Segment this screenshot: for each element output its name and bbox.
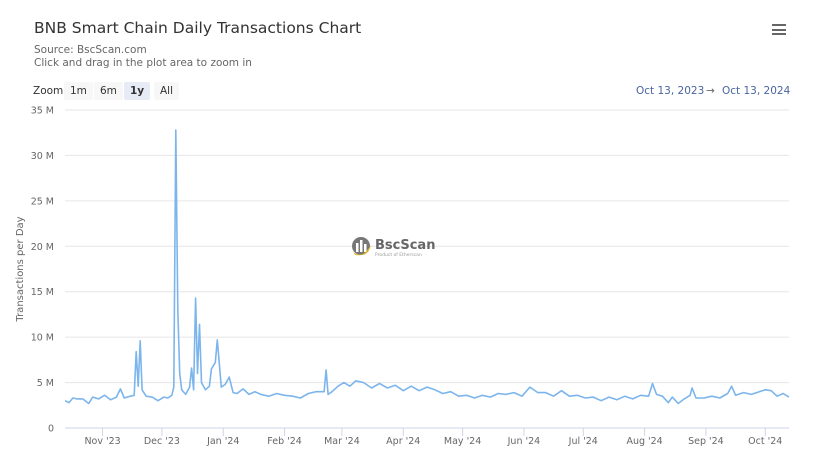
x-tick-label: Dec '23 <box>144 436 180 447</box>
x-tick-label: Mar '24 <box>324 436 360 447</box>
watermark-name: BscScan <box>375 238 435 253</box>
x-tick-label: Nov '23 <box>84 436 120 447</box>
x-tick-label: Jul '24 <box>568 436 598 447</box>
x-tick-label: Oct '24 <box>748 436 782 447</box>
range-arrow: → <box>706 85 715 97</box>
y-tick-label: 10 M <box>31 333 54 344</box>
y-tick-label: 25 M <box>31 196 54 207</box>
zoom-all-button[interactable]: All <box>154 82 180 100</box>
x-tick-label: Feb '24 <box>267 436 302 447</box>
x-tick-label: May '24 <box>444 436 481 447</box>
y-tick-label: 15 M <box>31 287 54 298</box>
x-tick-label: Apr '24 <box>386 436 420 447</box>
x-tick-label: Jan '24 <box>206 436 239 447</box>
chart-source: Source: BscScan.com <box>34 44 147 56</box>
chart-title: BNB Smart Chain Daily Transactions Chart <box>34 19 362 37</box>
range-to[interactable]: Oct 13, 2024 <box>722 85 791 97</box>
y-tick-label: 20 M <box>31 242 54 253</box>
y-tick-label: 5 M <box>37 378 54 389</box>
x-tick-label: Sep '24 <box>688 436 724 447</box>
range-from[interactable]: Oct 13, 2023 <box>636 85 705 97</box>
y-tick-label: 30 M <box>31 151 54 162</box>
zoom-6m-button[interactable]: 6m <box>94 82 123 100</box>
zoom-label: Zoom <box>33 85 64 97</box>
watermark-tagline: Product of Etherscan <box>375 252 422 258</box>
series-line <box>64 129 790 405</box>
hamburger-icon[interactable] <box>772 24 786 35</box>
x-tick-label: Jun '24 <box>507 436 541 447</box>
watermark-logo: BscScan Product of Etherscan <box>352 237 435 258</box>
y-tick-label: 0 <box>48 424 54 435</box>
zoom-1y-button[interactable]: 1y <box>124 82 151 100</box>
x-tick-label: Aug '24 <box>626 436 662 447</box>
y-tick-label: 35 M <box>31 106 54 117</box>
chart-hint: Click and drag in the plot area to zoom … <box>34 57 252 69</box>
zoom-1m-button[interactable]: 1m <box>64 82 93 100</box>
y-axis-label: Transactions per Day <box>15 216 26 322</box>
